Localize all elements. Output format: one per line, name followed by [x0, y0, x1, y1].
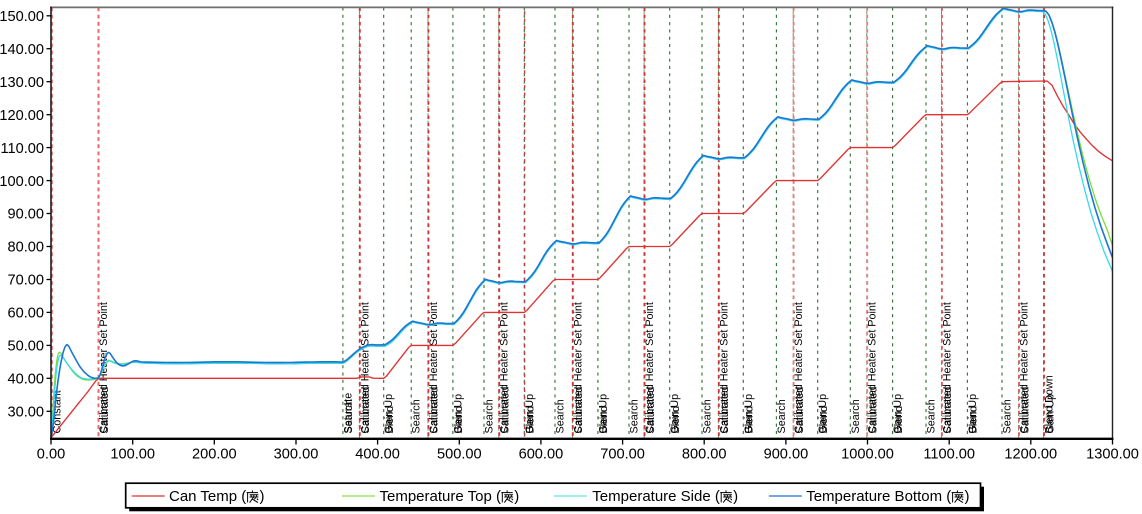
svg-text:50.00: 50.00 [7, 339, 44, 355]
svg-text:Search: Search [926, 399, 938, 433]
svg-text:Gain Up: Gain Up [383, 394, 395, 434]
svg-text:800.00: 800.00 [682, 447, 727, 463]
svg-text:Blend: Blend [744, 406, 756, 434]
svg-text:Saturated: Saturated [719, 387, 731, 434]
svg-text:Gain Up: Gain Up [743, 394, 755, 434]
svg-text:Gain Up: Gain Up [892, 394, 904, 434]
svg-text:120.00: 120.00 [0, 108, 44, 124]
svg-text:40.00: 40.00 [7, 372, 44, 388]
svg-text:Search: Search [343, 399, 355, 433]
svg-text:Calibrated Heater Set Point: Calibrated Heater Set Point [1019, 302, 1031, 433]
svg-text:Saturated: Saturated [500, 387, 512, 434]
svg-text:Saturate: Saturate [342, 393, 354, 434]
svg-text:Search: Search [850, 399, 862, 433]
svg-text:70.00: 70.00 [7, 273, 44, 289]
svg-text:Calibrated Heater Set Point: Calibrated Heater Set Point [718, 302, 730, 433]
svg-text:Calibrated Heater Set Point: Calibrated Heater Set Point [941, 302, 953, 433]
svg-text:Temperature Bottom (: Temperature Bottom ( [806, 488, 951, 505]
svg-text:60.00: 60.00 [7, 306, 44, 322]
svg-text:90.00: 90.00 [7, 207, 44, 223]
svg-text:300.00: 300.00 [274, 447, 319, 463]
svg-text:Gain Up: Gain Up [524, 394, 536, 434]
svg-text:1200.00: 1200.00 [1004, 447, 1057, 463]
svg-text:Blend Down: Blend Down [1044, 375, 1056, 433]
svg-text:Gain Up: Gain Up [452, 394, 464, 434]
svg-text:Blend: Blend [384, 406, 396, 434]
svg-text:900.00: 900.00 [764, 447, 809, 463]
svg-text:100.00: 100.00 [0, 174, 44, 190]
svg-text:0.00: 0.00 [37, 447, 65, 463]
svg-text:Calibrated Heater Set Point: Calibrated Heater Set Point [793, 302, 805, 433]
svg-text:Gain Up: Gain Up [597, 394, 609, 434]
svg-text:100.00: 100.00 [110, 447, 155, 463]
svg-text:400.00: 400.00 [355, 447, 400, 463]
svg-text:Calibrated Heater Set Point: Calibrated Heater Set Point [644, 302, 656, 433]
svg-text:Gain Up: Gain Up [817, 394, 829, 434]
svg-text:Temperature Top (: Temperature Top ( [380, 488, 501, 505]
svg-text:): ) [260, 488, 265, 505]
svg-text:500.00: 500.00 [437, 447, 482, 463]
svg-text:Blend: Blend [670, 406, 682, 434]
svg-text:): ) [733, 488, 738, 505]
svg-text:Blend: Blend [525, 406, 537, 434]
svg-text:Search: Search [629, 399, 641, 433]
svg-text:1000.00: 1000.00 [841, 447, 894, 463]
svg-text:130.00: 130.00 [0, 75, 44, 91]
svg-text:30.00: 30.00 [7, 405, 44, 421]
svg-text:Can Temp (: Can Temp ( [169, 488, 246, 505]
svg-text:Blend: Blend [818, 406, 830, 434]
svg-text:Saturated: Saturated [868, 387, 880, 434]
svg-text:): ) [514, 488, 519, 505]
svg-text:Saturated: Saturated [429, 387, 441, 434]
svg-text:200.00: 200.00 [192, 447, 237, 463]
svg-text:Saturated: Saturated [360, 387, 372, 434]
svg-text:Saturated: Saturated [573, 387, 585, 434]
svg-text:Blend: Blend [893, 406, 905, 434]
svg-text:Saturated: Saturated [794, 387, 806, 434]
svg-text:Gain Up: Gain Up [967, 394, 979, 434]
svg-text:Search: Search [555, 399, 567, 433]
svg-text:150.00: 150.00 [0, 9, 44, 25]
svg-text:1300.00: 1300.00 [1086, 447, 1139, 463]
svg-text:Calibrated Heater Set Point: Calibrated Heater Set Point [867, 302, 879, 433]
svg-text:Temperature Side (: Temperature Side ( [592, 488, 720, 505]
svg-text:600.00: 600.00 [519, 447, 564, 463]
svg-text:Saturated: Saturated [942, 387, 954, 434]
svg-text:Search: Search [411, 399, 423, 433]
svg-text:140.00: 140.00 [0, 42, 44, 58]
svg-text:Search: Search [702, 399, 714, 433]
svg-text:Blend: Blend [453, 406, 465, 434]
svg-text:Calibrated Heater Set Point: Calibrated Heater Set Point [359, 302, 371, 433]
svg-text:Saturated: Saturated [645, 387, 657, 434]
svg-text:Blend: Blend [598, 406, 610, 434]
svg-text:700.00: 700.00 [600, 447, 645, 463]
svg-text:Calibrated Heater Set Point: Calibrated Heater Set Point [572, 302, 584, 433]
svg-text:110.00: 110.00 [0, 141, 44, 157]
svg-text:Calibrated Heater Set Point: Calibrated Heater Set Point [499, 302, 511, 433]
svg-text:Search: Search [1002, 399, 1014, 433]
svg-text:Search: Search [484, 399, 496, 433]
svg-text:Gain Up: Gain Up [669, 394, 681, 434]
svg-text:80.00: 80.00 [7, 240, 44, 256]
svg-text:Blend: Blend [968, 406, 980, 434]
svg-text:Gain Up: Gain Up [1044, 394, 1056, 434]
svg-text:1100.00: 1100.00 [923, 447, 975, 463]
svg-text:Search: Search [776, 399, 788, 433]
svg-text:Saturated: Saturated [99, 387, 111, 434]
svg-text:): ) [965, 488, 970, 505]
svg-text:Calibrated Heater Set Point: Calibrated Heater Set Point [428, 302, 440, 433]
svg-text:Saturated: Saturated [1019, 387, 1031, 434]
